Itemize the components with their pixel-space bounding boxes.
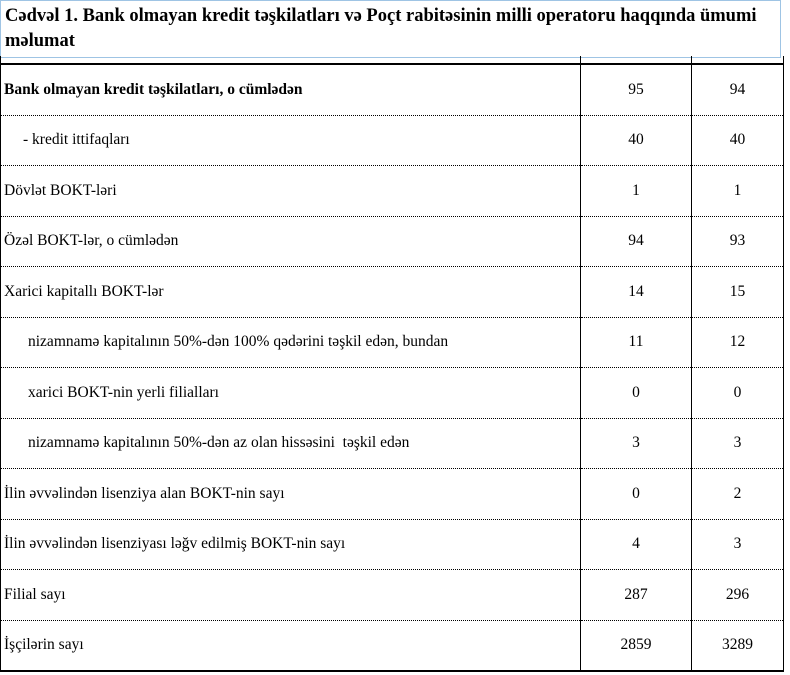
row-label: Filial sayı	[0, 569, 581, 621]
cell-value: 1	[580, 165, 692, 217]
cell-value: 3	[580, 418, 692, 469]
row-label: İşçilərin sayı	[0, 620, 581, 672]
cell-value: 1	[691, 165, 784, 217]
row-label: Bank olmayan kredit təşkilatları, o cüml…	[0, 64, 581, 116]
row-label: İlin əvvəlindən lisenziyası ləğv edilmiş…	[0, 519, 581, 570]
table-row: İşçilərin sayı 2859 3289	[0, 620, 784, 672]
table-title: Cədvəl 1. Bank olmayan kredit təşkilatla…	[0, 0, 781, 58]
row-label: xarici BOKT-nin yerli filialları	[0, 367, 581, 419]
table-row: - kredit ittifaqları 40 40	[0, 115, 784, 166]
cell-value: 4	[580, 519, 692, 570]
row-label: - kredit ittifaqları	[0, 115, 581, 166]
cell-value: 296	[691, 569, 784, 621]
cell-value: 40	[691, 115, 784, 166]
table-row: nizamnamə kapitalının 50%-dən 100% qədər…	[0, 317, 784, 368]
table-row: Bank olmayan kredit təşkilatları, o cüml…	[0, 64, 784, 116]
cell-value: 0	[691, 367, 784, 419]
row-label: Xarici kapitallı BOKT-lər	[0, 266, 581, 318]
data-table: Bank olmayan kredit təşkilatları, o cüml…	[0, 56, 784, 672]
cell-value: 0	[580, 468, 692, 520]
header-row	[0, 56, 784, 65]
cell-value: 95	[580, 64, 692, 116]
cell-value: 3289	[691, 620, 784, 672]
table-row: Özəl BOKT-lər, o cümlədən 94 93	[0, 216, 784, 267]
cell-value: 40	[580, 115, 692, 166]
cell-value: 3	[691, 519, 784, 570]
cell-value: 2859	[580, 620, 692, 672]
cell-value: 0	[580, 367, 692, 419]
row-label: İlin əvvəlindən lisenziya alan BOKT-nin …	[0, 468, 581, 520]
table-row: Dövlət BOKT-ləri 1 1	[0, 165, 784, 217]
row-label: nizamnamə kapitalının 50%-dən 100% qədər…	[0, 317, 581, 368]
table-row: İlin əvvəlindən lisenziya alan BOKT-nin …	[0, 468, 784, 520]
cell-value: 15	[691, 266, 784, 318]
cell-value: 93	[691, 216, 784, 267]
cell-value: 94	[691, 64, 784, 116]
row-label: nizamnamə kapitalının 50%-dən az olan hi…	[0, 418, 581, 469]
table-row: nizamnamə kapitalının 50%-dən az olan hi…	[0, 418, 784, 469]
cell-value: 94	[580, 216, 692, 267]
table-row: xarici BOKT-nin yerli filialları 0 0	[0, 367, 784, 419]
table-row: Filial sayı 287 296	[0, 569, 784, 621]
row-label: Dövlət BOKT-ləri	[0, 165, 581, 217]
row-label: Özəl BOKT-lər, o cümlədən	[0, 216, 581, 267]
cell-value: 287	[580, 569, 692, 621]
cell-value: 11	[580, 317, 692, 368]
cell-value: 2	[691, 468, 784, 520]
cell-value: 14	[580, 266, 692, 318]
table-row: Xarici kapitallı BOKT-lər 14 15	[0, 266, 784, 318]
table-row: İlin əvvəlindən lisenziyası ləğv edilmiş…	[0, 519, 784, 570]
cell-value: 3	[691, 418, 784, 469]
table-body: Bank olmayan kredit təşkilatları, o cüml…	[0, 56, 784, 672]
cell-value: 12	[691, 317, 784, 368]
